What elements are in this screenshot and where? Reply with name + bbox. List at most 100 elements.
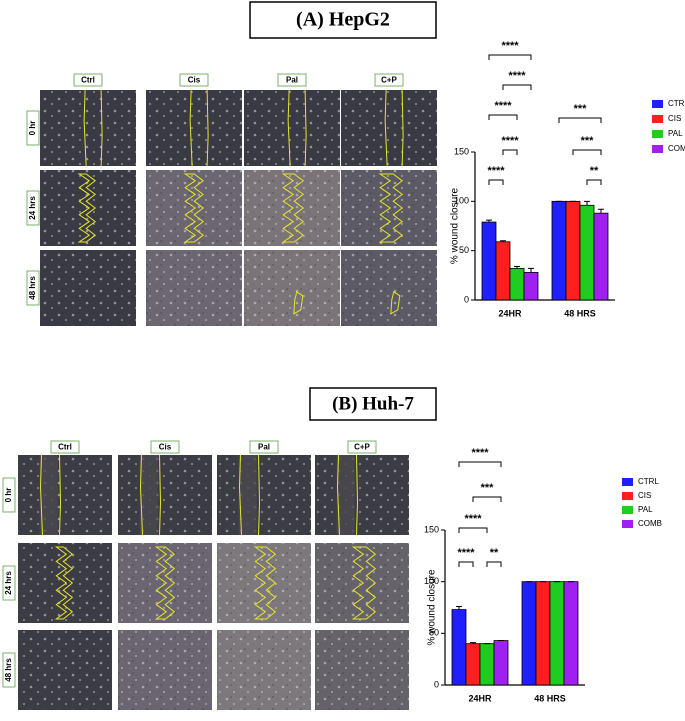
bar <box>451 609 467 686</box>
title-box <box>309 387 437 421</box>
wound-edge <box>253 546 277 620</box>
wound-edge <box>304 89 307 167</box>
wound-edge <box>54 546 74 620</box>
column-label-box <box>249 440 279 454</box>
row-label: 48 hrs <box>4 658 13 682</box>
significance-bracket <box>502 84 532 90</box>
error-bar <box>584 200 590 206</box>
x-tick-label: 48 HRS <box>564 308 596 318</box>
legend-swatch <box>622 492 633 500</box>
row-label-box <box>2 477 16 513</box>
bar <box>551 200 567 301</box>
x-tick-label: 48 HRS <box>534 693 566 703</box>
bar <box>593 212 609 301</box>
significance-bracket <box>488 114 518 120</box>
micrograph-texture <box>217 630 311 710</box>
y-tick-label: 0 <box>434 679 439 689</box>
row-label-box <box>2 652 16 688</box>
micrograph-texture <box>18 630 112 710</box>
column-label: C+P <box>381 76 397 85</box>
wound-edge <box>100 89 103 167</box>
row-label: 0 hr <box>4 488 13 503</box>
significance-label: *** <box>481 482 495 494</box>
legend-swatch <box>622 506 633 514</box>
wound-edge <box>336 454 340 536</box>
wound-edge <box>281 173 305 243</box>
wound-edge <box>390 290 401 315</box>
title-box <box>249 1 437 39</box>
bar <box>493 640 509 686</box>
wound-edge <box>206 89 209 167</box>
micrograph-texture <box>118 543 212 623</box>
panel-title: (A) HepG2 <box>296 9 390 31</box>
wound-gap <box>39 455 58 535</box>
legend-swatch <box>622 520 633 528</box>
wound-edge <box>59 454 62 536</box>
significance-label: **** <box>501 40 519 52</box>
significance-label: *** <box>581 135 595 147</box>
column-label-box <box>277 73 307 87</box>
wound-edge <box>139 454 143 536</box>
significance-bracket <box>558 117 602 123</box>
significance-bracket <box>572 149 602 155</box>
legend-swatch <box>652 115 663 123</box>
bar <box>479 643 495 686</box>
legend-label: CTRL <box>638 477 659 486</box>
row-label-box <box>26 190 40 226</box>
y-axis-label: % wound closure <box>427 569 438 646</box>
row-label: 0 hr <box>28 121 37 136</box>
micrograph-texture <box>244 250 340 326</box>
panel-title: (B) Huh-7 <box>332 393 414 414</box>
wound-gap <box>238 455 257 535</box>
y-axis-label: % wound closure <box>450 187 461 264</box>
bar <box>495 241 511 301</box>
wound-edge <box>183 173 205 243</box>
significance-bracket <box>472 496 502 502</box>
significance-bracket <box>458 527 488 533</box>
column-label: C+P <box>354 443 370 452</box>
legend-label: CTRL <box>668 99 685 108</box>
wound-edge <box>293 290 304 315</box>
wound-edge <box>154 546 176 620</box>
micrograph-texture <box>341 90 437 166</box>
column-label: Pal <box>258 443 270 452</box>
wound-gap <box>336 455 355 535</box>
legend-swatch <box>652 145 663 153</box>
micrograph-texture <box>146 170 242 246</box>
significance-bracket <box>458 561 474 567</box>
wound-edge <box>287 89 291 167</box>
row-label: 48 hrs <box>28 276 37 300</box>
y-tick-label: 150 <box>424 524 439 534</box>
significance-label: ** <box>490 547 499 559</box>
significance-label: *** <box>574 103 588 115</box>
significance-label: **** <box>464 513 482 525</box>
micrograph-texture <box>118 630 212 710</box>
bar <box>521 581 537 686</box>
y-tick-label: 50 <box>459 245 469 255</box>
bar <box>523 271 539 301</box>
column-label-box <box>374 73 404 87</box>
legend-label: PAL <box>638 505 653 514</box>
y-tick-label: 50 <box>429 628 439 638</box>
legend-swatch <box>652 130 663 138</box>
legend-label: CIS <box>638 491 651 500</box>
error-bar <box>500 240 506 242</box>
error-bar <box>486 219 492 223</box>
error-bar <box>456 605 462 610</box>
column-label: Ctrl <box>58 443 72 452</box>
bar <box>509 268 525 301</box>
legend-label: PAL <box>668 129 683 138</box>
column-label: Pal <box>286 76 298 85</box>
column-label-box <box>50 440 80 454</box>
significance-label: **** <box>508 70 526 82</box>
wound-edge <box>238 454 242 536</box>
column-label: Ctrl <box>81 76 95 85</box>
micrograph-texture <box>217 543 311 623</box>
legend-swatch <box>622 478 633 486</box>
micrograph-texture <box>217 455 311 535</box>
micrograph-texture <box>244 170 340 246</box>
micrograph-texture <box>18 543 112 623</box>
wound-edge <box>159 454 162 536</box>
wound-edge <box>384 89 388 167</box>
